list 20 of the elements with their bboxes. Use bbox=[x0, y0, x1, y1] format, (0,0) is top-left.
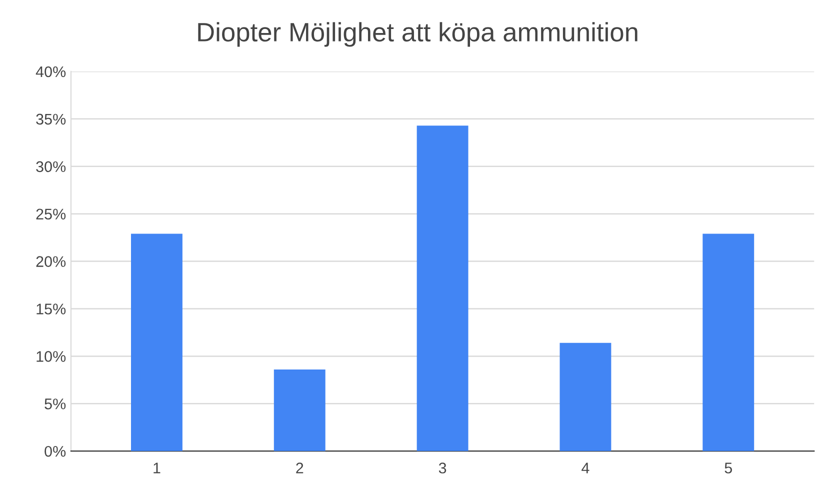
x-tick-label: 2 bbox=[296, 462, 304, 474]
y-tick-label: 15% bbox=[36, 304, 66, 314]
bar bbox=[560, 342, 612, 452]
x-tick-label: 3 bbox=[438, 462, 446, 474]
y-tick-label: 10% bbox=[36, 351, 66, 362]
y-tick-label: 40% bbox=[36, 66, 66, 78]
bar bbox=[274, 369, 326, 452]
bar bbox=[416, 126, 468, 452]
x-tick-label: 1 bbox=[154, 462, 160, 474]
x-tick-label: 5 bbox=[724, 462, 732, 474]
y-tick-label: 35% bbox=[36, 114, 66, 125]
bar bbox=[702, 234, 754, 452]
bar bbox=[131, 234, 182, 452]
y-tick-label: 20% bbox=[36, 256, 66, 267]
y-tick-label: 5% bbox=[44, 398, 66, 410]
y-tick-label: 0% bbox=[44, 446, 66, 457]
y-tick-label: 25% bbox=[36, 208, 66, 220]
x-tick-label: 4 bbox=[582, 462, 590, 474]
chart-title: Diopter Möjlighet att köpa ammunition bbox=[198, 22, 638, 47]
y-tick-label: 30% bbox=[36, 161, 66, 172]
